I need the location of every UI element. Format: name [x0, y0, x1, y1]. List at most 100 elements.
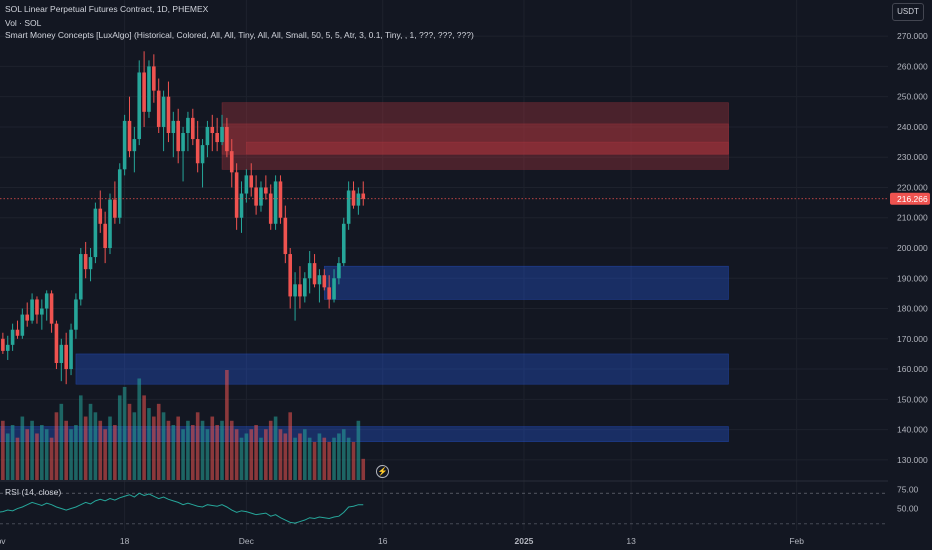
candle-body: [249, 175, 254, 188]
volume-bar: [69, 429, 73, 480]
volume-bar: [166, 420, 171, 480]
rsi-line: [0, 492, 364, 524]
volume-bars: [1, 370, 366, 480]
candle-body: [113, 199, 117, 218]
volume-bar: [98, 420, 103, 480]
candle-body: [220, 126, 224, 143]
volume-bar: [220, 420, 224, 480]
candle-body: [30, 299, 34, 321]
candle-body: [152, 66, 156, 91]
rsi-tick-label: 75.00: [897, 484, 919, 494]
volume-bar: [147, 408, 151, 480]
volume-bar: [273, 416, 278, 480]
volume-bar: [288, 412, 292, 480]
candle-body: [322, 275, 327, 288]
candle-body: [15, 329, 20, 336]
candle-body: [351, 190, 356, 206]
candle-body: [40, 308, 44, 315]
price-axis[interactable]: 270.000 260.000 250.000 240.000 230.000 220.0…: [890, 31, 930, 514]
volume-bar: [30, 420, 34, 480]
volume-bar: [361, 458, 366, 480]
volume-bar: [283, 433, 288, 480]
candle-body: [176, 120, 180, 152]
volume-bar: [244, 433, 249, 480]
volume-bar: [215, 425, 219, 480]
candle-body: [341, 223, 346, 264]
indicator-label[interactable]: Smart Money Concepts [LuxAlgo] (Historic…: [5, 30, 474, 40]
volume-bar: [35, 433, 39, 480]
lightning-icon[interactable]: ⚡: [376, 465, 389, 478]
volume-bar: [229, 420, 234, 480]
volume-bar: [161, 412, 166, 480]
time-tick-label: 18: [120, 536, 130, 546]
price-tick-label: 180.000: [897, 304, 928, 314]
volume-bar: [186, 420, 190, 480]
candle-body: [1, 338, 5, 351]
volume-bar: [108, 416, 112, 480]
candle-body: [283, 217, 288, 255]
time-tick-label: 13: [626, 536, 636, 546]
candle-body: [103, 223, 107, 248]
volume-bar: [64, 420, 68, 480]
candlesticks[interactable]: [0, 51, 888, 385]
volume-bar: [268, 420, 273, 480]
candle-body: [88, 257, 93, 270]
volume-bar: [307, 437, 312, 480]
volume-bar: [356, 420, 361, 480]
volume-bar: [200, 420, 205, 480]
volume-bar: [93, 412, 98, 480]
candle-body: [122, 120, 127, 170]
candle-body: [166, 96, 171, 133]
candle-body: [317, 275, 322, 285]
candle-body: [278, 181, 283, 218]
volume-bar: [210, 416, 215, 480]
candle-body: [210, 126, 215, 133]
candle-body: [5, 344, 10, 351]
time-tick-label: 16: [378, 536, 388, 546]
volume-label[interactable]: Vol · SOL: [5, 18, 42, 28]
price-tick-label: 270.000: [897, 31, 928, 41]
price-tick-label: 230.000: [897, 152, 928, 162]
supply-zone: [221, 102, 729, 170]
candle-body: [195, 139, 200, 164]
candle-body: [93, 208, 98, 258]
candle-body: [186, 117, 190, 133]
volume-bar: [142, 395, 146, 480]
volume-bar: [74, 425, 78, 480]
candle-body: [142, 72, 146, 112]
volume-bar: [259, 437, 263, 480]
rsi-label[interactable]: RSI (14, close): [5, 487, 62, 497]
volume-bar: [239, 437, 244, 480]
time-tick-label: 2025: [514, 536, 533, 546]
currency-button[interactable]: USDT: [892, 3, 924, 21]
volume-bar: [332, 437, 336, 480]
chart-title[interactable]: SOL Linear Perpetual Futures Contract, 1…: [5, 4, 209, 14]
time-axis[interactable]: Nov18Dec16202513Feb17Mar17Apr14: [0, 536, 932, 546]
volume-bar: [117, 395, 122, 480]
candle-body: [191, 117, 195, 140]
last-price-label: 216.266: [897, 194, 928, 204]
rsi-tick-label: 50.00: [897, 504, 919, 514]
candle-body: [215, 133, 219, 143]
volume-bar: [54, 412, 59, 480]
candle-body: [49, 293, 54, 324]
candle-body: [259, 187, 263, 206]
candle-body: [332, 278, 336, 300]
volume-bar: [78, 395, 83, 480]
volume-bar: [264, 429, 268, 480]
candle-body: [356, 193, 361, 206]
volume-bar: [122, 386, 127, 480]
volume-bar: [181, 429, 185, 480]
candle-body: [303, 278, 307, 297]
volume-bar: [49, 437, 54, 480]
volume-bar: [254, 425, 258, 480]
volume-bar: [303, 429, 307, 480]
price-tick-label: 150.000: [897, 394, 928, 404]
candle-body: [200, 145, 205, 164]
volume-bar: [103, 429, 107, 480]
candle-body: [361, 193, 366, 199]
candle-body: [288, 254, 292, 297]
candle-body: [147, 66, 151, 112]
candle-body: [234, 172, 239, 218]
